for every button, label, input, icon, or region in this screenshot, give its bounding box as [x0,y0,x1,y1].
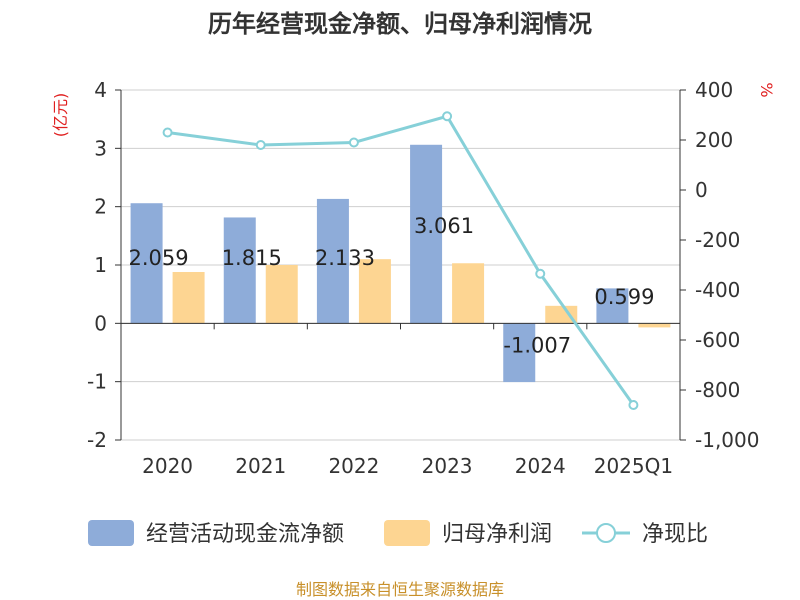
category-label: 2022 [328,454,379,478]
bar [503,323,536,383]
axes: -2 -1 0 1 2 3 4 -1,000 -800 -600 -400 -200 0 200 400 20… [87,78,759,478]
category-label: 2023 [422,454,473,478]
legend-marker [596,523,616,543]
bar [172,272,205,324]
ratio-point [442,111,453,122]
right-tick-label: 200 [695,128,733,152]
data-label: 2.059 [129,246,189,270]
left-tick-label: -1 [87,370,107,394]
right-tick-label: -200 [695,228,740,252]
data-label: 0.599 [594,285,654,309]
legend-swatch [88,520,134,546]
bar [316,198,349,324]
right-tick-label: -400 [695,278,740,302]
ratio-point [255,140,266,150]
category-label: 2024 [515,454,566,478]
bar [223,217,256,324]
source-note: 制图数据来自恒生聚源数据库 [296,580,504,599]
data-labels: 2.059 1.815 2.133 3.061 -1.007 0.599 [129,214,655,358]
category-label: 2021 [235,454,286,478]
ratio-point [162,127,173,138]
data-label: 3.061 [414,214,474,238]
bar [596,288,629,324]
chart-title: 历年经营现金净额、归母净利润情况 [208,10,592,38]
right-axis-unit: % [757,82,776,97]
gridlines [121,89,680,441]
left-tick-label: 1 [94,253,107,277]
left-tick-label: 2 [94,195,107,219]
data-label: 1.815 [222,246,282,270]
right-tick-label: 400 [695,78,733,102]
legend-label: 经营活动现金流净额 [146,522,344,547]
ratio-point [535,268,546,279]
bar [452,263,485,324]
data-label: 2.133 [315,246,375,270]
category-label: 2020 [142,454,193,478]
bar [545,305,578,324]
ratio-line [162,111,639,410]
bar [638,323,671,328]
left-axis-unit: (亿元) [51,93,70,138]
bar [358,259,391,324]
legend-label: 归母净利润 [442,522,552,547]
bar [265,265,298,324]
right-tick-label: 0 [695,178,708,202]
right-tick-label: -1,000 [695,428,759,452]
data-label: -1.007 [503,334,571,358]
right-tick-label: -600 [695,328,740,352]
category-label: 2025Q1 [594,454,673,478]
legend-swatch [384,520,430,546]
bar [410,144,443,324]
bar [130,203,163,324]
ratio-point [348,137,359,148]
legend-label: 净现比 [642,522,708,547]
right-tick-label: -800 [695,378,740,402]
ratio-point [628,400,639,410]
left-tick-label: 3 [94,136,107,160]
left-tick-label: -2 [87,428,107,452]
left-tick-label: 0 [94,311,107,335]
legend: 经营活动现金流净额 归母净利润 净现比 [88,520,708,547]
ratio-polyline [167,114,635,406]
bars [130,144,671,383]
left-tick-label: 4 [94,78,107,102]
